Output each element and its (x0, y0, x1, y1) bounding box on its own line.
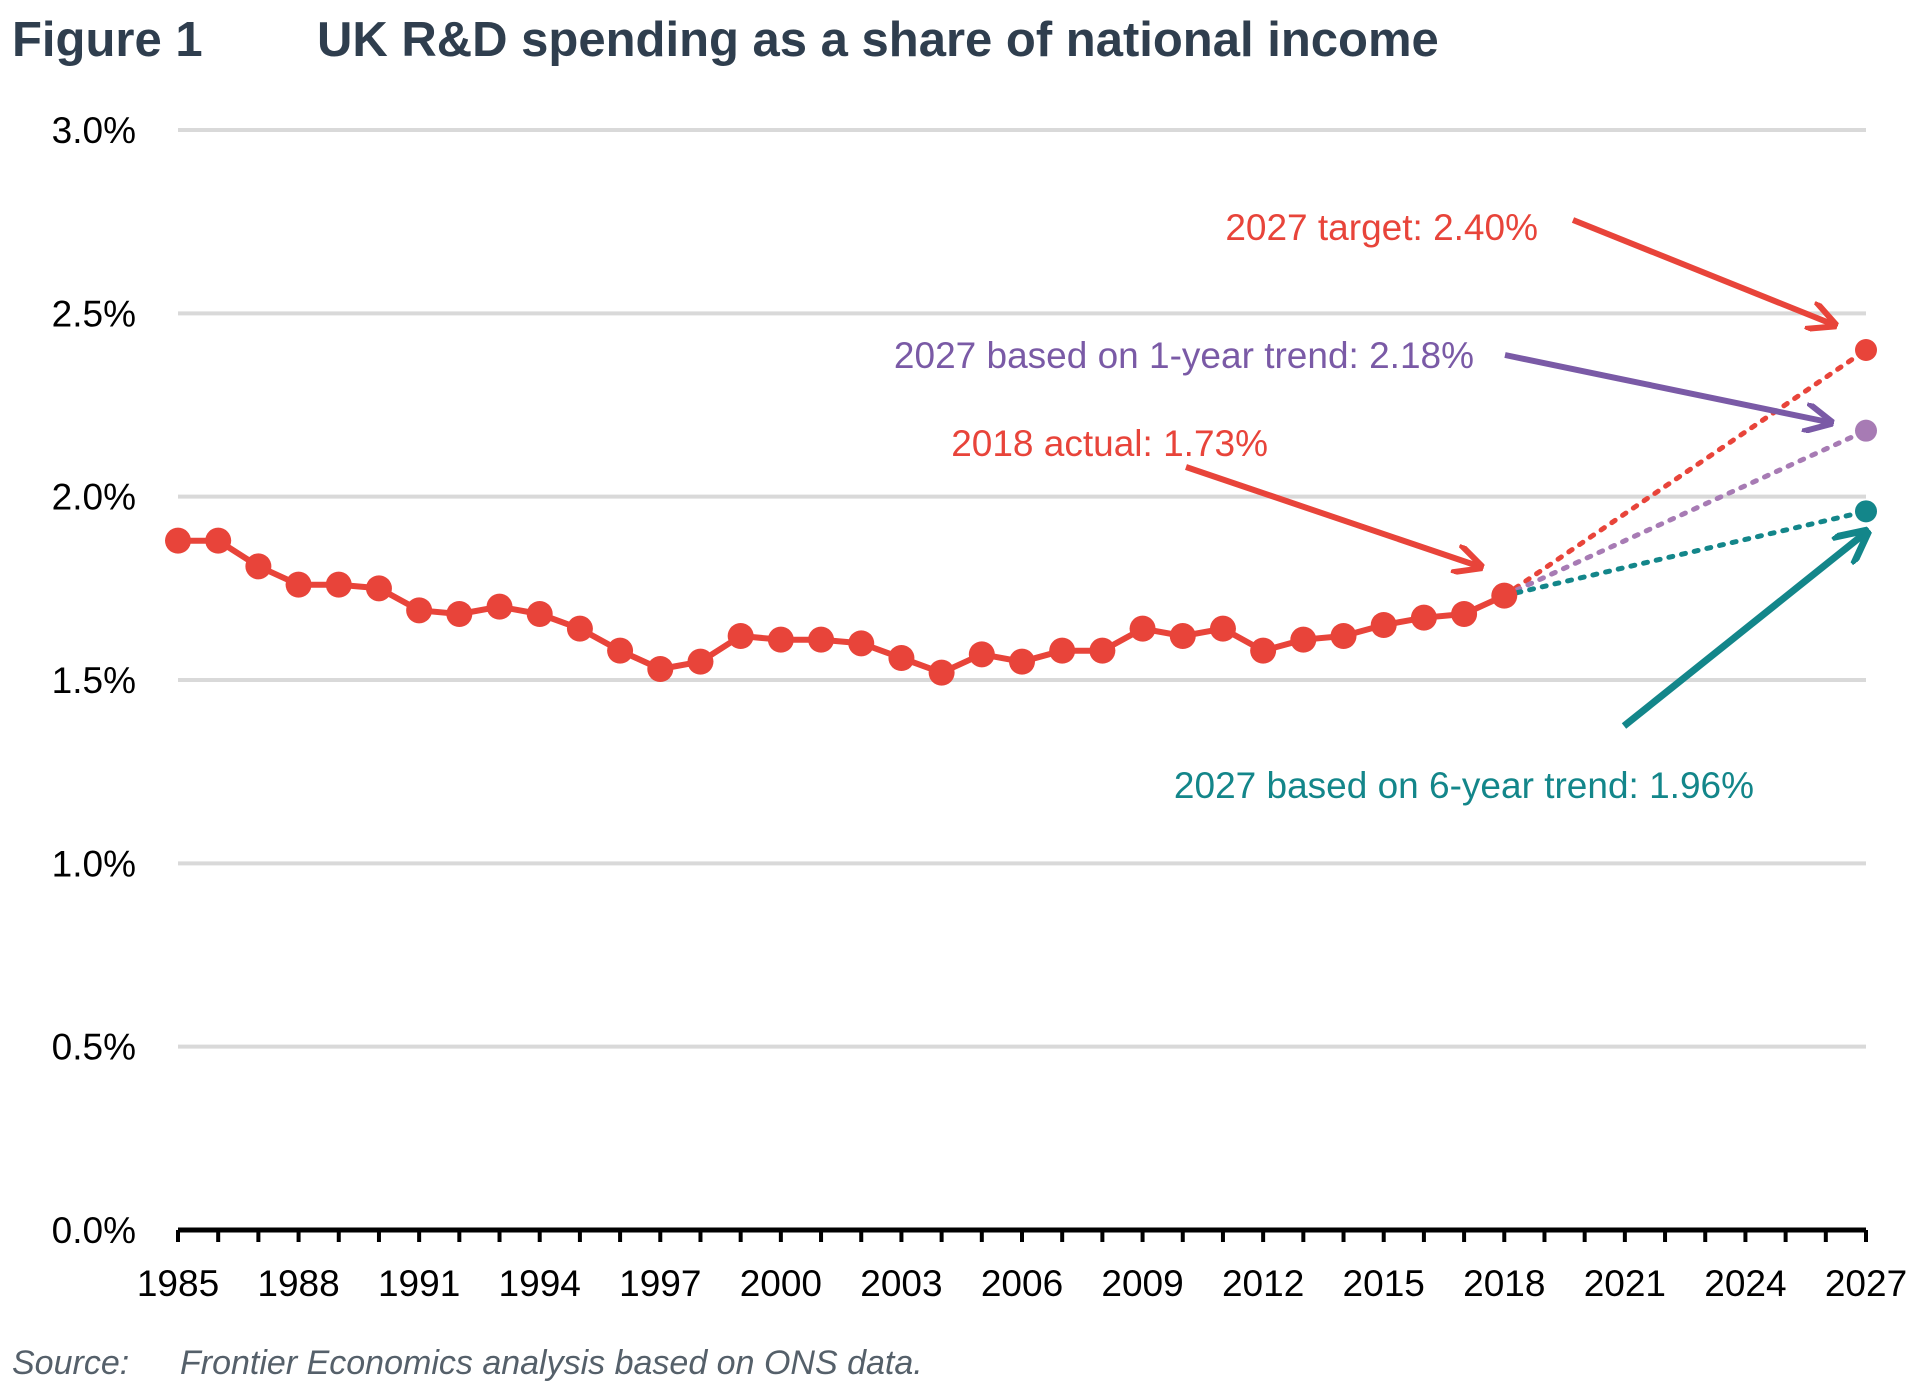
x-tick-label: 1991 (378, 1263, 460, 1304)
x-tick-label: 1985 (137, 1263, 219, 1304)
actual-point (808, 626, 835, 653)
annotation-six-year: 2027 based on 6-year trend: 1.96% (1174, 765, 1754, 806)
y-tick-label: 2.5% (52, 293, 136, 334)
actual-point (205, 527, 232, 554)
x-tick-label: 2015 (1343, 1263, 1425, 1304)
projection-endpoints (1855, 339, 1877, 523)
y-tick-label: 3.0% (52, 110, 136, 151)
y-axis-tick-labels: 0.0% 0.5% 1.0% 1.5% 2.0% 2.5% 3.0% (52, 110, 136, 1251)
x-axis (176, 1227, 1868, 1242)
x-tick-label: 2003 (860, 1263, 942, 1304)
actual-point (928, 659, 955, 686)
six_year-2027-point (1855, 500, 1877, 523)
gridlines (178, 128, 1866, 1049)
x-tick-label: 2024 (1704, 1263, 1786, 1304)
actual-point (687, 648, 714, 675)
x-tick-label: 2000 (740, 1263, 822, 1304)
actual-point (245, 553, 272, 580)
y-tick-label: 1.0% (52, 843, 136, 884)
one_year-projection-line (1501, 428, 1869, 599)
one_year-2027-point (1855, 419, 1877, 442)
y-tick-label: 1.5% (52, 660, 136, 701)
actual-point (165, 527, 191, 554)
target-arrow (1571, 217, 1832, 324)
actual-point (406, 597, 433, 624)
target-projection-line (1501, 347, 1869, 599)
actual-point (968, 641, 995, 668)
actual-point (1370, 612, 1397, 638)
actual-point (285, 571, 312, 598)
y-tick-label: 2.0% (52, 477, 136, 518)
actual-point (1410, 604, 1437, 631)
actual-point (325, 571, 352, 598)
projection-lines (1501, 347, 1869, 599)
actual-line (178, 537, 1506, 676)
actual-point (1169, 623, 1196, 649)
x-tick-label: 2021 (1584, 1263, 1666, 1304)
y-tick-label: 0.5% (52, 1027, 136, 1068)
annotation-target: 2027 target: 2.40% (1225, 207, 1538, 248)
annotation-actual-2018: 2018 actual: 1.73% (951, 423, 1268, 464)
actual-point (1451, 601, 1478, 627)
actual-point (1009, 648, 1035, 675)
six_year-projection-line (1501, 508, 1869, 599)
x-tick-label: 2006 (981, 1263, 1063, 1304)
one-year-arrow (1504, 352, 1828, 422)
source-text: Frontier Economics analysis based on ONS… (180, 1344, 923, 1382)
actual-point (446, 601, 473, 627)
actual-point (888, 645, 915, 671)
actual-point (1049, 637, 1076, 664)
actual-series (165, 527, 1518, 686)
figure-label: Figure 1 (12, 13, 203, 67)
actual-point (1209, 615, 1236, 642)
x-tick-label: 2027 (1825, 1263, 1907, 1304)
x-tick-label: 2018 (1463, 1263, 1545, 1304)
actual-point (365, 575, 392, 602)
source-label: Source: (12, 1344, 130, 1382)
figure-title-row: Figure 1 UK R&D spending as a share of n… (12, 10, 1439, 70)
actual-point (767, 626, 794, 653)
annotation-one-year: 2027 based on 1-year trend: 2.18% (894, 335, 1474, 376)
actual-point (566, 615, 593, 642)
actual-2018-arrow (1185, 464, 1478, 566)
actual-point (1089, 637, 1116, 664)
x-tick-label: 1997 (619, 1263, 701, 1304)
x-tick-label: 2012 (1222, 1263, 1304, 1304)
actual-point (647, 656, 674, 682)
actual-point (848, 630, 875, 657)
six-year-arrow (1621, 534, 1864, 729)
source-note: Source: Frontier Economics analysis based… (12, 1344, 923, 1383)
x-tick-label: 2009 (1101, 1263, 1183, 1304)
annotation-arrows (1185, 217, 1864, 729)
actual-point (1330, 623, 1357, 649)
target-2027-point (1855, 339, 1877, 361)
actual-point (607, 637, 634, 664)
actual-point (486, 593, 513, 620)
actual-point (1290, 626, 1317, 653)
annotations: 2027 target: 2.40% 2027 based on 1-year … (894, 207, 1754, 806)
actual-point (1491, 582, 1518, 609)
actual-point (1129, 615, 1156, 642)
y-tick-label: 0.0% (52, 1210, 136, 1251)
chart-title: UK R&D spending as a share of national i… (317, 13, 1439, 67)
actual-point (1250, 637, 1277, 664)
x-tick-label: 1994 (499, 1263, 581, 1304)
actual-point (727, 623, 754, 649)
x-tick-label: 1988 (257, 1263, 339, 1304)
x-axis-tick-labels: 1985 1988 1991 1994 1997 2000 2003 2006 2009 2012… (137, 1263, 1907, 1304)
actual-point (526, 601, 553, 627)
